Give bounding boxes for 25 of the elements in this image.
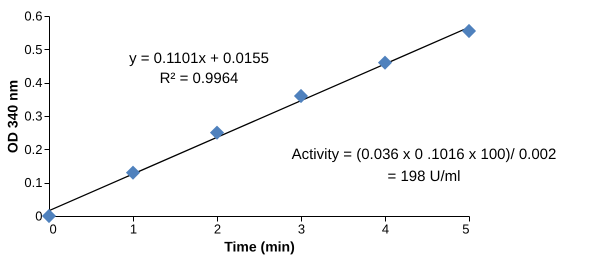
point bbox=[42, 208, 56, 224]
annotation: Activity = (0.036 x 0 .1016 x 100)/ 0.002 bbox=[292, 146, 556, 163]
point bbox=[126, 166, 140, 180]
x-tick-label: 2 bbox=[214, 222, 222, 236]
point bbox=[378, 56, 392, 70]
x-tick-label: 1 bbox=[130, 222, 138, 236]
point bbox=[462, 24, 476, 38]
annotation: = 198 U/ml bbox=[388, 168, 460, 185]
y-tick-label: 0 bbox=[35, 208, 42, 224]
y-tick-label: 0.2 bbox=[24, 142, 42, 157]
x-tick-label: 5 bbox=[462, 222, 470, 236]
x-axis-title: Time (min) bbox=[224, 238, 295, 254]
y-tick-label: 0.4 bbox=[24, 75, 42, 90]
y-tick-label: 0.5 bbox=[24, 42, 42, 57]
annotation: R² = 0.9964 bbox=[160, 70, 238, 87]
x-tick-label: 3 bbox=[298, 222, 306, 236]
y-tick-label: 0.3 bbox=[24, 108, 42, 124]
annotation: y = 0.1101x + 0.0155 bbox=[129, 50, 269, 67]
y-tick-label: 0.1 bbox=[24, 175, 42, 190]
y-tick-label: 0.6 bbox=[24, 8, 42, 24]
y-axis-title: OD 340 nm bbox=[4, 80, 20, 154]
x-tick-label: 0 bbox=[50, 222, 57, 236]
point bbox=[294, 88, 308, 104]
x-tick-label: 4 bbox=[382, 222, 390, 236]
point bbox=[210, 126, 224, 140]
